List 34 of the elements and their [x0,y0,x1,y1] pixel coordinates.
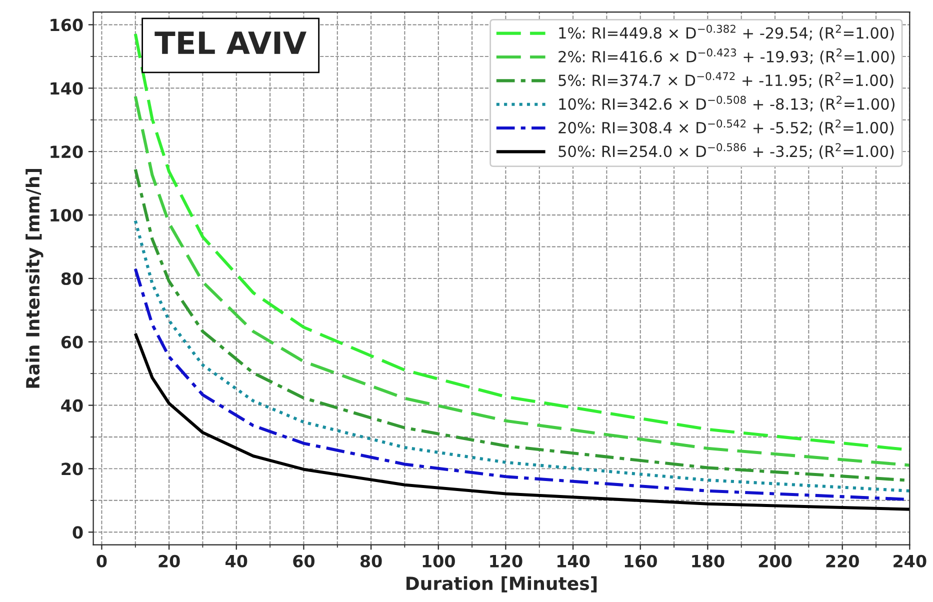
legend-label: 5%: RI=374.7 × D$^{−0.472}$ + -11.95; (R$^{2}$=1.00) [558,72,894,88]
legend-label: 50%: RI=254.0 × D$^{−0.586}$ + -3.25; (R$^{2}$=1.00) [558,143,894,159]
y-axis-title: Rain Intensity [mm/h] [26,169,44,388]
x-axis-title: Duration [Minutes] [406,576,597,592]
x-tick-label: 40 [226,554,248,568]
y-tick-label: 160 [50,18,83,32]
y-tick-label: 100 [50,208,83,222]
y-tick-label: 40 [61,399,83,412]
y-tick-label: 0 [72,526,83,539]
x-tick-label: 180 [692,554,724,568]
legend-label: 2%: RI=416.6 × D$^{−0.423}$ + -19.93; (R$^{2}$=1.00) [558,48,894,64]
x-tick-label: 0 [96,554,107,568]
legend-label: 1%: RI=449.8 × D$^{−0.382}$ + -29.54; (R$^{2}$=1.00) [559,24,894,41]
x-tick-label: 80 [360,554,382,568]
x-tick-label: 240 [894,554,926,568]
line-series [134,219,910,492]
y-tick-label: 60 [61,336,83,348]
x-tick-label: 60 [293,554,315,568]
x-tick-label: 100 [422,554,455,568]
x-tick-label: 120 [490,554,522,568]
y-tick-label: 120 [50,146,83,158]
y-tick-label: 80 [61,272,83,285]
x-tick-label: 160 [624,554,657,568]
line-series [134,94,910,467]
x-tick-label: 200 [758,554,792,568]
y-tick-label: 20 [62,462,83,476]
line-series [134,332,910,511]
y-tick-label: 140 [50,82,83,95]
x-tick-label: 140 [558,554,590,568]
text: TEL AVIV [154,32,306,54]
legend-label: 20%: RI=308.4 × D$^{−0.542}$ + -5.52; (R$^{2}$=1.00) [558,119,894,136]
legend-label: 10%: RI=342.6 × D$^{−0.508}$ + -8.13; (R$^{2}$=1.00) [559,96,894,112]
x-tick-label: 20 [158,554,180,568]
x-tick-label: 220 [826,554,859,568]
